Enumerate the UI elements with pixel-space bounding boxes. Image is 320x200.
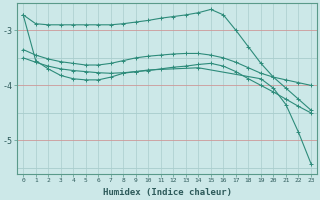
X-axis label: Humidex (Indice chaleur): Humidex (Indice chaleur): [103, 188, 232, 197]
